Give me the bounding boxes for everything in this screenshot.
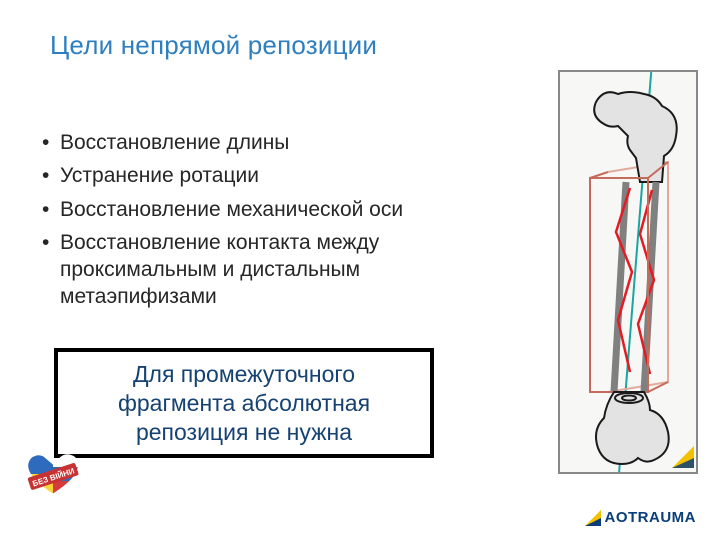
brand-suffix: TRAUMA bbox=[628, 509, 696, 526]
brand-text: AOTRAUMA bbox=[605, 509, 697, 526]
bullet-item: Восстановление контакта между проксималь… bbox=[38, 229, 464, 311]
shaft-bars bbox=[614, 182, 656, 392]
callout-box: Для промежуточного фрагмента абсолютная … bbox=[54, 348, 434, 458]
bullet-item: Восстановление механической оси bbox=[38, 196, 464, 223]
bullet-item: Восстановление длины bbox=[38, 129, 464, 156]
brand: AOTRAUMA bbox=[585, 509, 697, 526]
brand-mark-icon bbox=[585, 510, 601, 526]
bone-proximal bbox=[594, 92, 677, 182]
slide-title: Цели непрямой репозиции bbox=[50, 30, 686, 61]
corner-mark bbox=[672, 446, 694, 468]
slide: Цели непрямой репозиции Восстановление д… bbox=[0, 0, 720, 540]
bone-distal bbox=[596, 392, 669, 464]
femur-diagram bbox=[558, 70, 698, 474]
bullet-list: Восстановление длины Устранение ротации … bbox=[34, 129, 464, 317]
brand-prefix: AO bbox=[605, 509, 629, 526]
bullet-item: Устранение ротации bbox=[38, 162, 464, 189]
femur-svg bbox=[560, 72, 698, 474]
flag-heart-badge: БЕЗ ВІЙНИ bbox=[24, 452, 82, 496]
callout-text: Для промежуточного фрагмента абсолютная … bbox=[72, 360, 416, 446]
